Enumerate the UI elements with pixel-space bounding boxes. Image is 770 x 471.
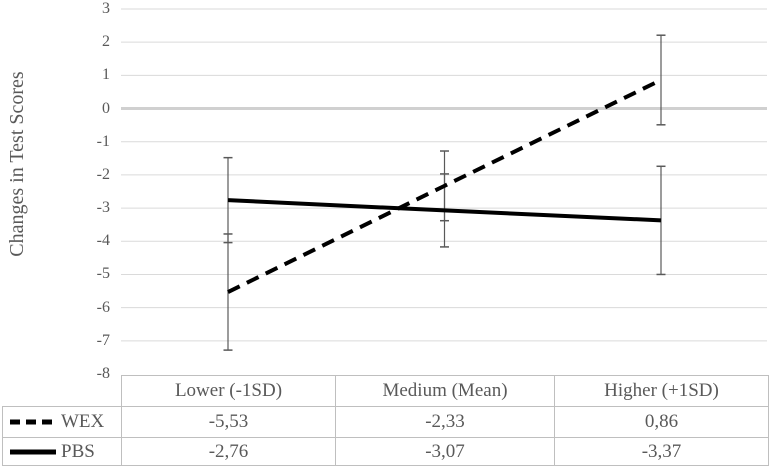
legend-wex-wrap: WEX [4, 411, 121, 433]
cell-wex-medium: -2,33 [335, 406, 555, 438]
legend-item-wex: WEX [2, 406, 122, 438]
y-tick-label: 3 [102, 0, 110, 17]
plot-area [121, 8, 767, 351]
cell-pbs-medium: -3,07 [335, 437, 555, 466]
y-tick-label: -6 [96, 298, 110, 316]
series-line-wex [227, 78, 662, 294]
pbs-solid-line-key-icon [10, 449, 56, 454]
table-header-row: Lower (-1SD) Medium (Mean) Higher (+1SD) [3, 375, 769, 407]
y-tick-label: 0 [102, 99, 110, 117]
series-label-wex: WEX [61, 411, 105, 432]
y-tick-label: -4 [96, 232, 110, 250]
column-header-medium: Medium (Mean) [335, 375, 555, 407]
cell-wex-higher: 0,86 [554, 406, 769, 438]
column-header-lower: Lower (-1SD) [121, 375, 336, 407]
y-tick-label: -2 [96, 165, 110, 183]
series-line-pbs [227, 198, 662, 223]
legend-pbs-wrap: PBS [4, 440, 121, 463]
y-tick-label: -3 [96, 199, 110, 217]
cell-pbs-lower: -2,76 [121, 437, 336, 466]
y-tick-label: 2 [102, 33, 110, 51]
column-header-higher: Higher (+1SD) [554, 375, 769, 407]
wex-dashed-line-key-icon [10, 419, 56, 425]
y-tick-label: -7 [96, 331, 110, 349]
y-tick-label: -5 [96, 265, 110, 283]
y-tick-label: 1 [102, 66, 110, 84]
y-tick-label: -8 [96, 365, 110, 382]
data-table: Lower (-1SD) Medium (Mean) Higher (+1SD)… [2, 375, 769, 466]
y-tick-label: -1 [96, 132, 110, 150]
y-axis-tick-labels: 3 2 1 0 -1 -2 -3 -4 -5 -6 -7 -8 [0, 0, 110, 382]
cell-pbs-higher: -3,37 [554, 437, 769, 466]
table-row-pbs: PBS -2,76 -3,07 -3,37 [2, 437, 769, 466]
series-label-pbs: PBS [61, 440, 95, 462]
legend-item-pbs: PBS [2, 437, 122, 466]
cell-wex-lower: -5,53 [121, 406, 336, 438]
table-corner-cell [3, 376, 122, 407]
table-row-wex: WEX -5,53 -2,33 0,86 [2, 406, 769, 438]
